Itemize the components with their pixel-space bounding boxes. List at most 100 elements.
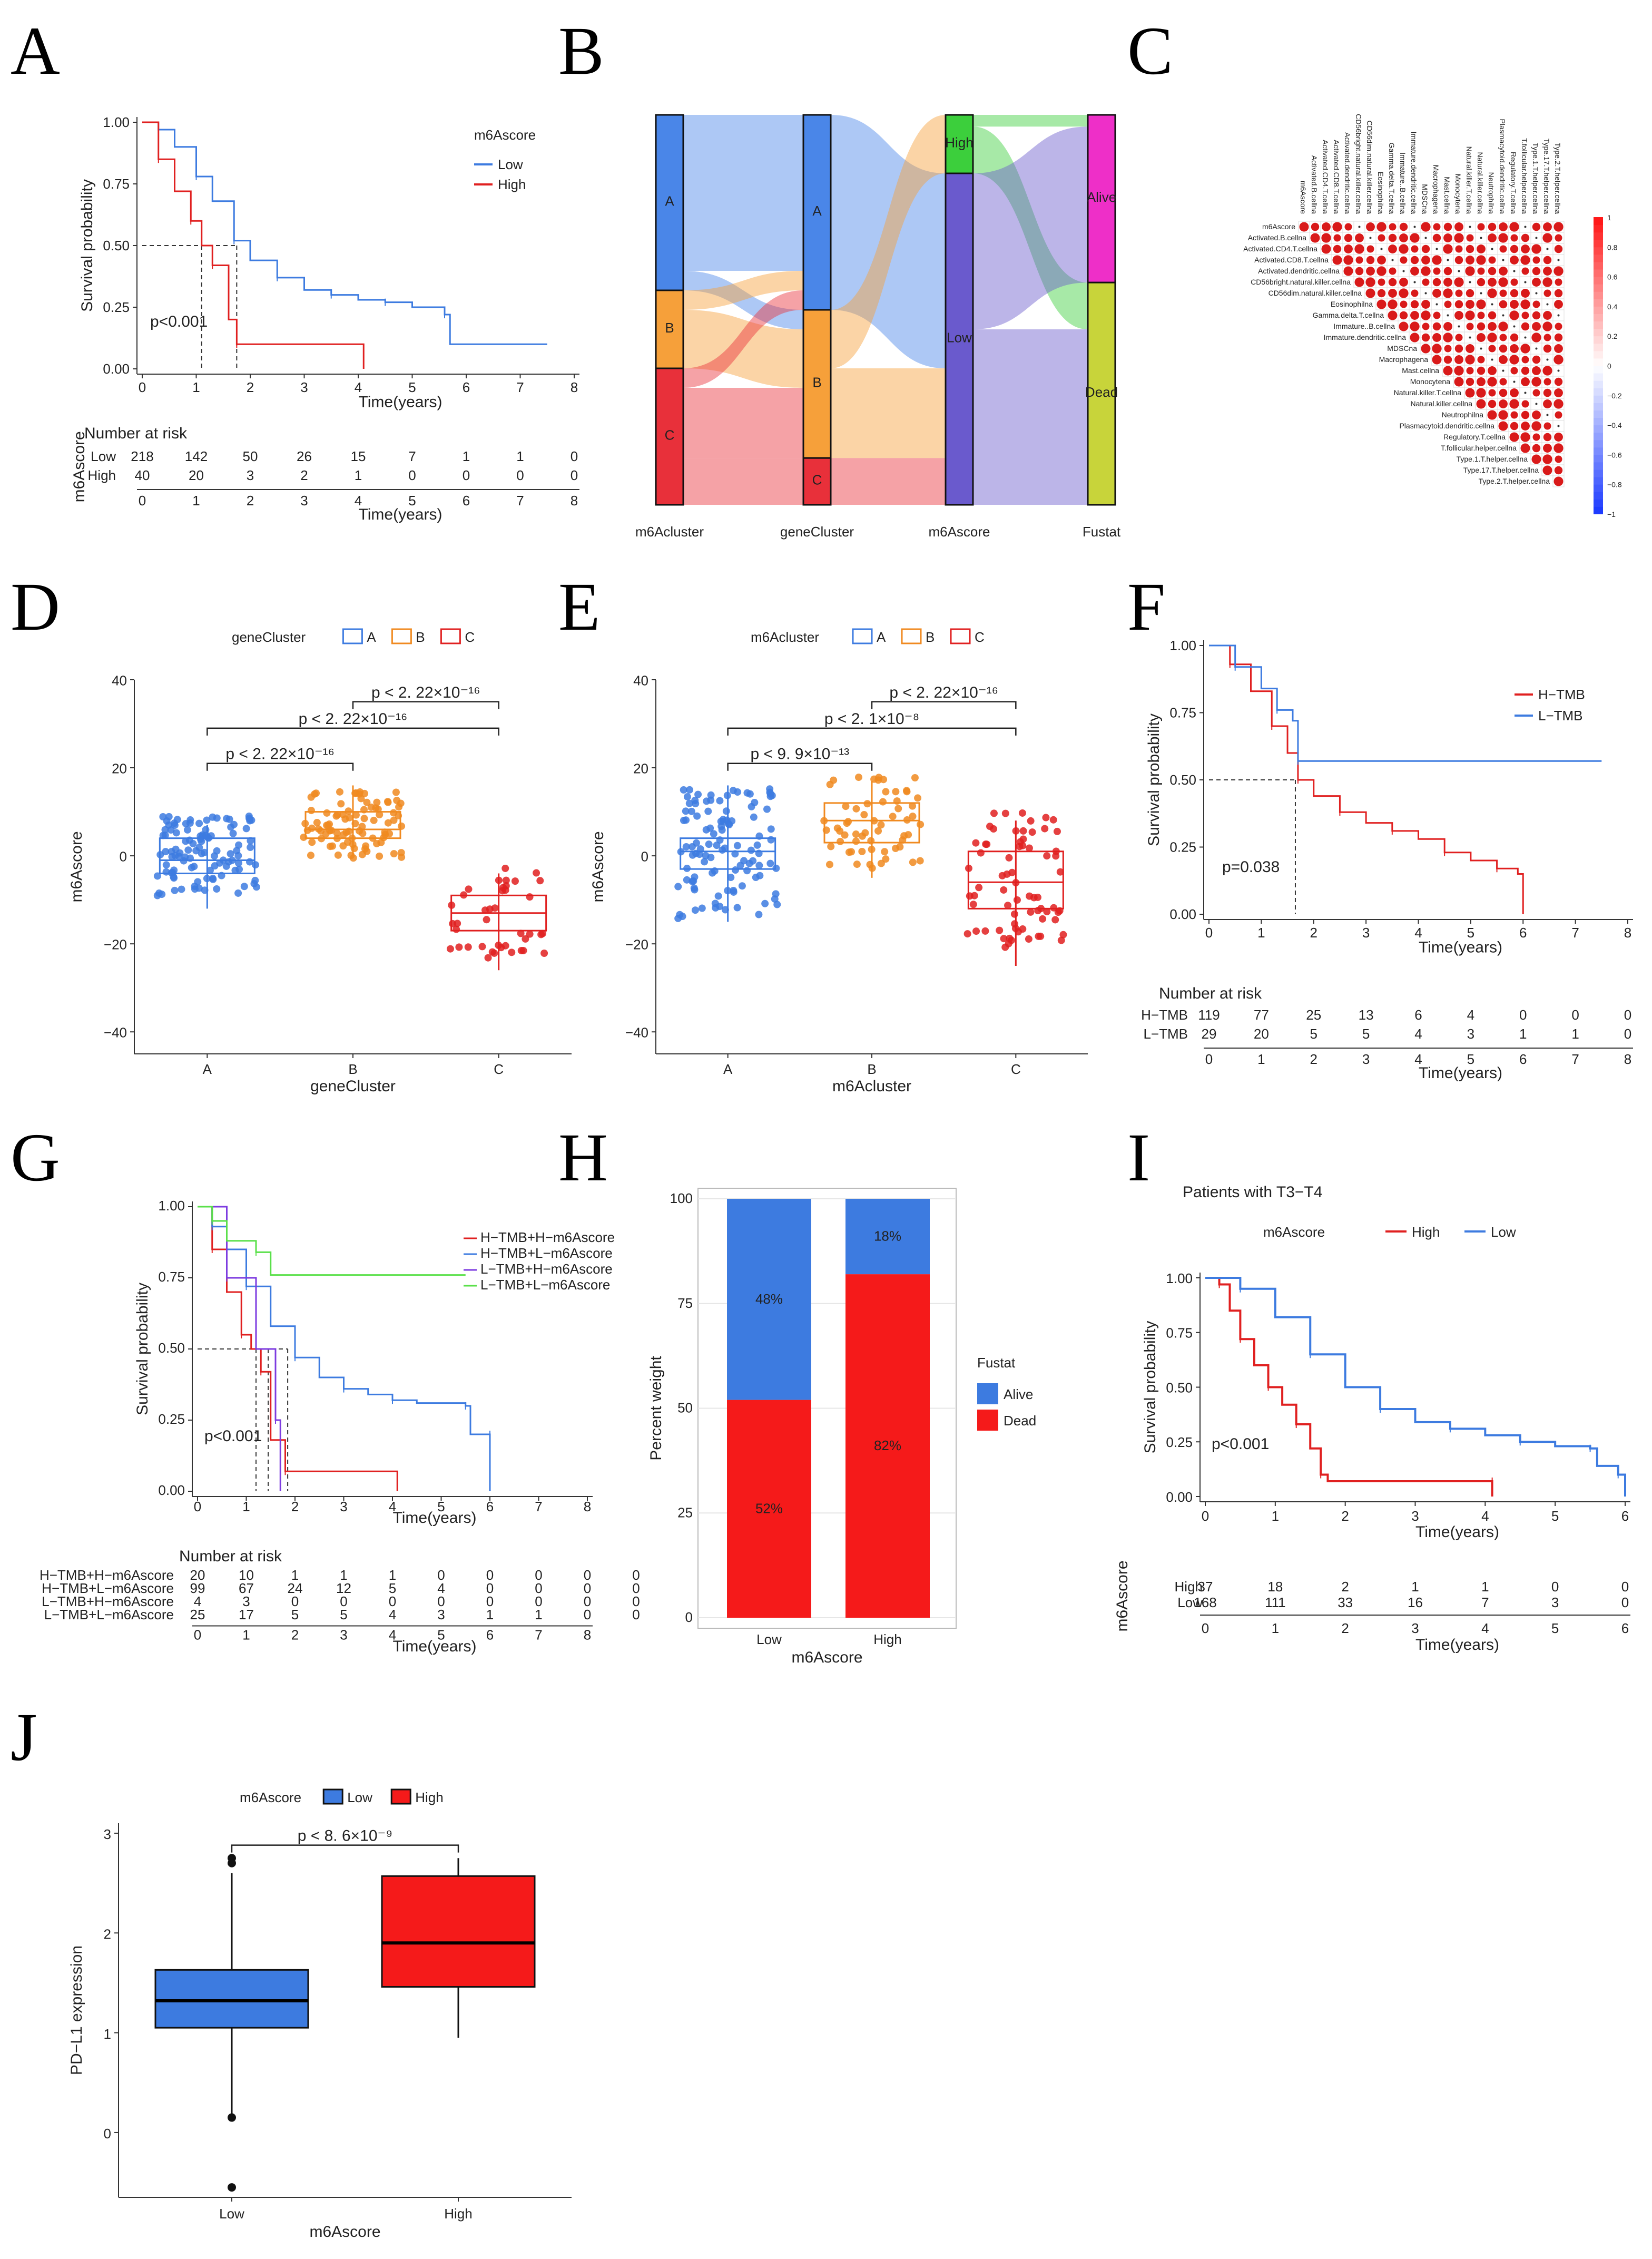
- data-point: [773, 901, 781, 908]
- data-point: [533, 869, 540, 877]
- data-point: [317, 827, 325, 835]
- y-tick-label: 0.25: [1169, 839, 1196, 855]
- data-point: [449, 920, 457, 927]
- data-point: [880, 776, 888, 784]
- heatmap-dot: [1399, 233, 1408, 242]
- sankey-node-0: [655, 114, 684, 291]
- x-tick-label: 5: [437, 1499, 445, 1514]
- legend-label-2: C: [465, 629, 475, 645]
- heatmap-dot: [1344, 245, 1353, 253]
- risk-x-tick-label: 7: [516, 493, 524, 508]
- risk-count: 0: [408, 467, 416, 483]
- colorbar-segment: [1594, 476, 1603, 485]
- heatmap-dot: [1510, 245, 1519, 253]
- risk-count: 0: [463, 467, 470, 483]
- risk-count: 0: [389, 1593, 396, 1609]
- heatmap-dot: [1421, 256, 1430, 265]
- x-tick-label: 7: [535, 1499, 542, 1514]
- survival-curve-1: [1209, 644, 1602, 762]
- colorbar-segment: [1594, 343, 1603, 351]
- colorbar-segment: [1594, 447, 1603, 455]
- data-point: [453, 925, 460, 933]
- heatmap-dot: [1443, 267, 1452, 276]
- data-point: [685, 799, 693, 807]
- risk-count: 0: [632, 1580, 640, 1596]
- risk-count: 1: [340, 1567, 347, 1583]
- risk-y-axis-label: m6Ascore: [1114, 1560, 1131, 1631]
- heatmap-dot: [1435, 248, 1438, 250]
- risk-count: 142: [185, 448, 208, 464]
- sankey-node-label: Low: [947, 330, 972, 346]
- significance-label-0: p < 8. 6×10⁻⁹: [298, 1827, 392, 1845]
- data-point: [517, 930, 525, 937]
- data-point: [709, 869, 716, 877]
- x-tick-label: 5: [1467, 925, 1474, 941]
- sankey-flow-15: [973, 329, 1088, 505]
- heatmap-dot: [1513, 325, 1516, 328]
- data-point: [772, 890, 780, 898]
- survival-curve-1: [142, 121, 365, 369]
- heatmap-dot: [1466, 234, 1474, 242]
- heatmap-dot: [1466, 322, 1474, 330]
- x-axis-label: m6Ascore: [791, 1649, 862, 1666]
- heatmap-dot: [1480, 237, 1482, 239]
- x-tick-label: 2: [1341, 1508, 1349, 1524]
- panel-label-c: C: [1127, 13, 1173, 89]
- data-point: [916, 857, 924, 865]
- x-tick-label: 1: [192, 379, 200, 395]
- survival-curve-0: [198, 1206, 398, 1491]
- heatmap-dot: [1366, 256, 1375, 265]
- x-tick-label: 4: [389, 1499, 396, 1514]
- x-tick-label: 0: [139, 379, 146, 395]
- heatmap-dot: [1466, 377, 1474, 386]
- sankey-node-2: [655, 367, 684, 506]
- heatmap-dot: [1380, 248, 1383, 250]
- y-tick-label: 0.00: [1166, 1489, 1193, 1505]
- data-point: [248, 816, 255, 824]
- heatmap-dot: [1443, 244, 1453, 254]
- data-point: [841, 831, 849, 839]
- x-tick-label: 7: [1571, 925, 1579, 941]
- heatmap-dot: [1555, 322, 1562, 330]
- heatmap-dot: [1400, 256, 1408, 264]
- data-point: [218, 872, 225, 879]
- risk-x-tick-label: 4: [1414, 1051, 1422, 1067]
- risk-count: 26: [297, 448, 312, 464]
- heatmap-dot: [1411, 245, 1419, 253]
- data-point: [740, 857, 748, 865]
- risk-count: 10: [239, 1567, 254, 1583]
- data-point: [879, 798, 887, 806]
- heatmap-dot: [1458, 270, 1460, 272]
- column-label: Plasmacytoid.dendritic.cellna: [1498, 119, 1507, 214]
- data-point: [171, 886, 179, 894]
- data-point: [358, 850, 366, 858]
- data-point: [390, 850, 398, 858]
- data-point: [246, 858, 254, 866]
- legend-key-0: [342, 628, 363, 644]
- data-point: [351, 819, 359, 827]
- data-point: [398, 853, 406, 861]
- heatmap-dot: [1499, 388, 1508, 397]
- heatmap-dot: [1555, 234, 1562, 242]
- risk-count: 5: [1362, 1026, 1370, 1042]
- heatmap-dot: [1466, 344, 1474, 353]
- data-point: [722, 807, 730, 815]
- heatmap-dot: [1310, 233, 1320, 243]
- risk-count: 4: [389, 1607, 396, 1622]
- y-tick-label: 75: [677, 1295, 693, 1311]
- data-point: [227, 823, 235, 831]
- x-tick-label: 1: [242, 1499, 250, 1514]
- heatmap-dot: [1388, 310, 1398, 320]
- data-point: [390, 816, 398, 824]
- heatmap-dot: [1509, 432, 1519, 442]
- data-point: [156, 850, 164, 858]
- y-axis-label: Percent weight: [647, 1356, 665, 1461]
- colorbar-segment: [1594, 298, 1603, 307]
- legend-label-g-2: L−TMB+H−m6Ascore: [480, 1261, 613, 1277]
- heatmap-dot: [1355, 233, 1364, 242]
- heatmap-dot: [1477, 278, 1486, 287]
- data-point: [755, 849, 763, 857]
- heatmap-dot: [1555, 278, 1562, 286]
- data-point: [344, 838, 352, 846]
- data-point: [209, 875, 217, 883]
